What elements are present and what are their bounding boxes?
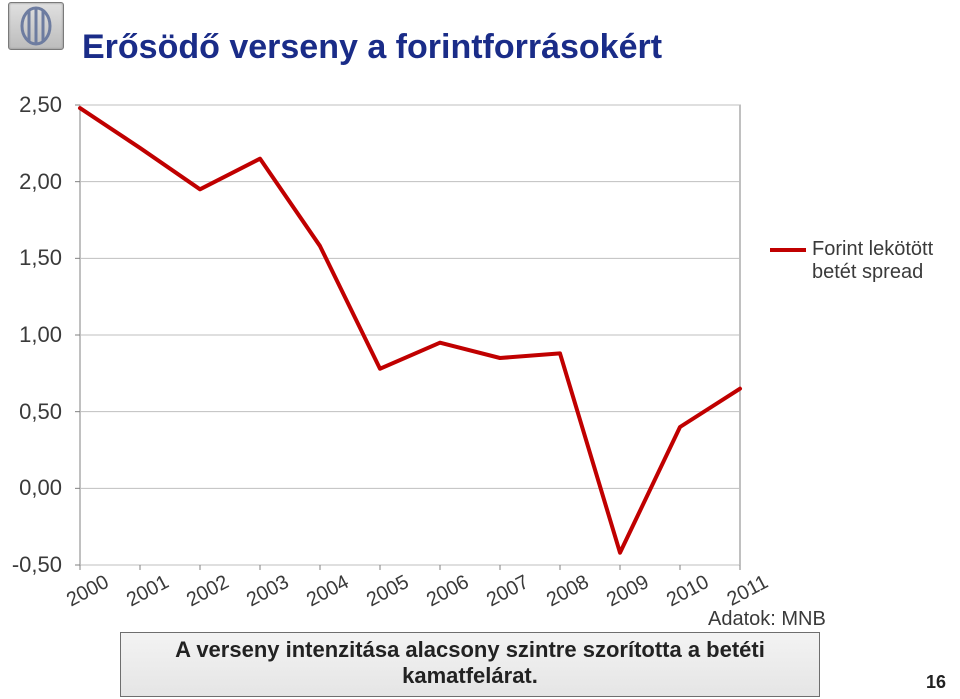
legend-text-2: betét spread	[812, 261, 923, 283]
y-tick-label: 1,50	[19, 245, 62, 271]
line-chart	[70, 100, 890, 600]
logo-badge	[8, 2, 64, 50]
legend: Forint lekötött betét spread	[770, 238, 933, 284]
y-tick-label: 2,00	[19, 169, 62, 195]
y-tick-label: -0,50	[12, 552, 62, 578]
source-label: Adatok: MNB	[708, 608, 826, 631]
chart-container: -0,500,000,501,001,502,002,50 2000200120…	[70, 100, 890, 600]
caption-text: A verseny intenzitása alacsony szintre s…	[131, 637, 809, 690]
y-tick-label: 2,50	[19, 92, 62, 118]
caption-box: A verseny intenzitása alacsony szintre s…	[120, 632, 820, 697]
legend-swatch	[770, 248, 806, 252]
page-number: 16	[926, 672, 946, 693]
slide-title: Erősödő verseny a forintforrásokért	[82, 28, 662, 67]
y-tick-label: 1,00	[19, 322, 62, 348]
y-tick-label: 0,00	[19, 475, 62, 501]
legend-text-1: Forint lekötött	[812, 238, 933, 260]
y-tick-label: 0,50	[19, 399, 62, 425]
